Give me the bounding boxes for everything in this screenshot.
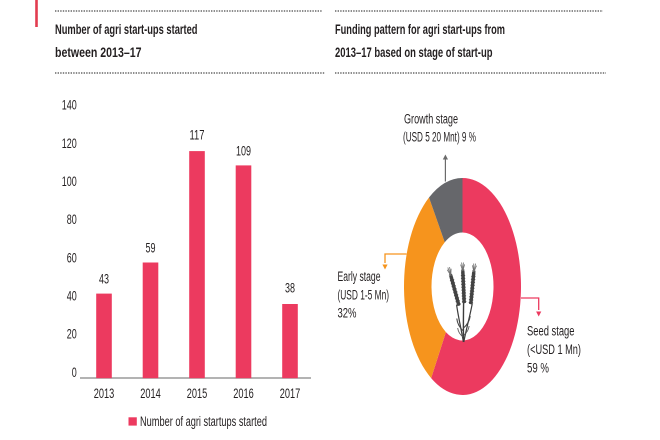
svg-text:80: 80 [67,212,77,227]
svg-text:59: 59 [146,241,156,256]
svg-text:Early stage: Early stage [338,269,381,284]
svg-text:109: 109 [236,143,251,158]
svg-text:117: 117 [190,128,205,143]
svg-text:100: 100 [62,174,77,189]
svg-text:20: 20 [67,327,77,342]
svg-text:2015: 2015 [187,386,208,401]
svg-text:40: 40 [67,289,77,304]
svg-text:Number of agri start-ups start: Number of agri start-ups started [55,22,198,37]
svg-text:Seed stage: Seed stage [527,324,575,339]
svg-text:2013: 2013 [94,386,115,401]
svg-text:120: 120 [62,136,77,151]
svg-text:38: 38 [285,281,295,296]
svg-text:(<USD 1 Mn): (<USD 1 Mn) [527,342,581,357]
svg-text:140: 140 [62,98,77,113]
svg-text:0: 0 [72,365,77,380]
svg-text:Growth stage: Growth stage [404,111,458,126]
svg-text:43: 43 [99,271,109,286]
svg-text:2014: 2014 [140,386,161,401]
svg-text:60: 60 [67,250,77,265]
svg-text:between 2013–17: between 2013–17 [55,45,142,60]
svg-text:Number of agri startups starte: Number of agri startups started [140,414,267,429]
svg-text:32%: 32% [338,306,357,321]
svg-text:59 %: 59 % [527,360,549,375]
svg-text:(USD 5 20 Mnt) 9 %: (USD 5 20 Mnt) 9 % [403,129,476,144]
svg-text:2017: 2017 [280,386,301,401]
svg-text:(USD 1-5 Mn): (USD 1-5 Mn) [338,288,390,303]
svg-text:2013–17 based on stage of star: 2013–17 based on stage of start-up [335,45,493,60]
svg-text:Funding pattern for agri start: Funding pattern for agri start-ups from [335,22,505,37]
svg-text:2016: 2016 [233,386,254,401]
